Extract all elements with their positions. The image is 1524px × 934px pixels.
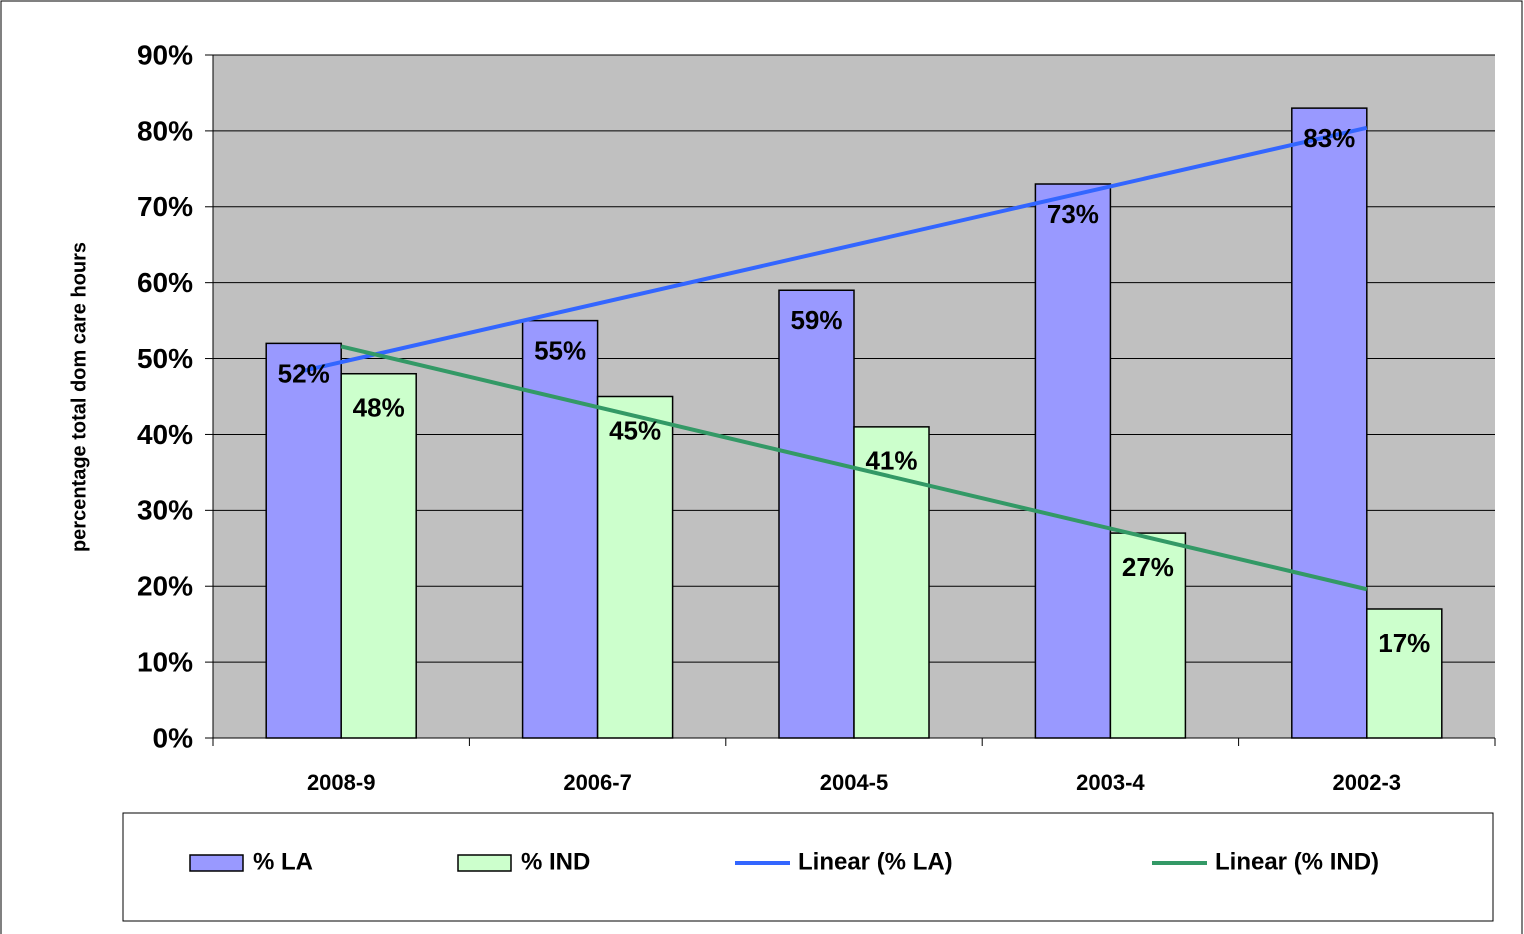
y-tick-label: 80%: [137, 115, 193, 146]
data-label: 48%: [353, 393, 405, 423]
data-label: 83%: [1303, 123, 1355, 153]
bar: [778, 289, 855, 739]
legend-swatch: [189, 854, 244, 872]
data-label: 41%: [865, 446, 917, 476]
bar: [596, 395, 674, 739]
data-label: 59%: [790, 305, 842, 335]
y-tick-label: 90%: [137, 39, 193, 70]
x-tick-label: 2006-7: [563, 770, 632, 795]
y-tick-label: 70%: [137, 191, 193, 222]
data-label: 45%: [609, 415, 661, 445]
legend-swatch: [457, 854, 512, 872]
data-label: 55%: [534, 335, 586, 365]
bar: [1291, 107, 1368, 739]
y-tick-label: 30%: [137, 495, 193, 526]
data-label: 73%: [1047, 199, 1099, 229]
x-tick-label: 2008-9: [307, 770, 376, 795]
y-tick-label: 0%: [153, 722, 194, 753]
y-tick-label: 40%: [137, 419, 193, 450]
trendline: [340, 344, 1368, 592]
x-tick-label: 2004-5: [820, 770, 889, 795]
y-axis-title: percentage total dom care hours: [68, 242, 90, 552]
legend-label: % IND: [521, 848, 590, 875]
y-tick-label: 10%: [137, 647, 193, 678]
data-label: 17%: [1378, 628, 1430, 658]
legend-box: [122, 812, 1494, 922]
x-tick-label: 2003-4: [1076, 770, 1145, 795]
x-tick-label: 2002-3: [1333, 770, 1402, 795]
bar: [265, 342, 342, 739]
legend-label: % LA: [253, 848, 313, 875]
y-tick-label: 50%: [137, 343, 193, 374]
bar: [1109, 532, 1187, 739]
bar: [521, 319, 599, 739]
legend-label: Linear (% LA): [798, 848, 953, 875]
legend-label: Linear (% IND): [1215, 848, 1379, 875]
bar: [1366, 608, 1443, 739]
data-label: 27%: [1122, 552, 1174, 582]
data-label: 52%: [278, 358, 330, 388]
trendline: [303, 125, 1368, 373]
y-tick-label: 20%: [137, 571, 193, 602]
y-tick-label: 60%: [137, 267, 193, 298]
bar: [1034, 183, 1112, 739]
bar: [340, 372, 417, 739]
